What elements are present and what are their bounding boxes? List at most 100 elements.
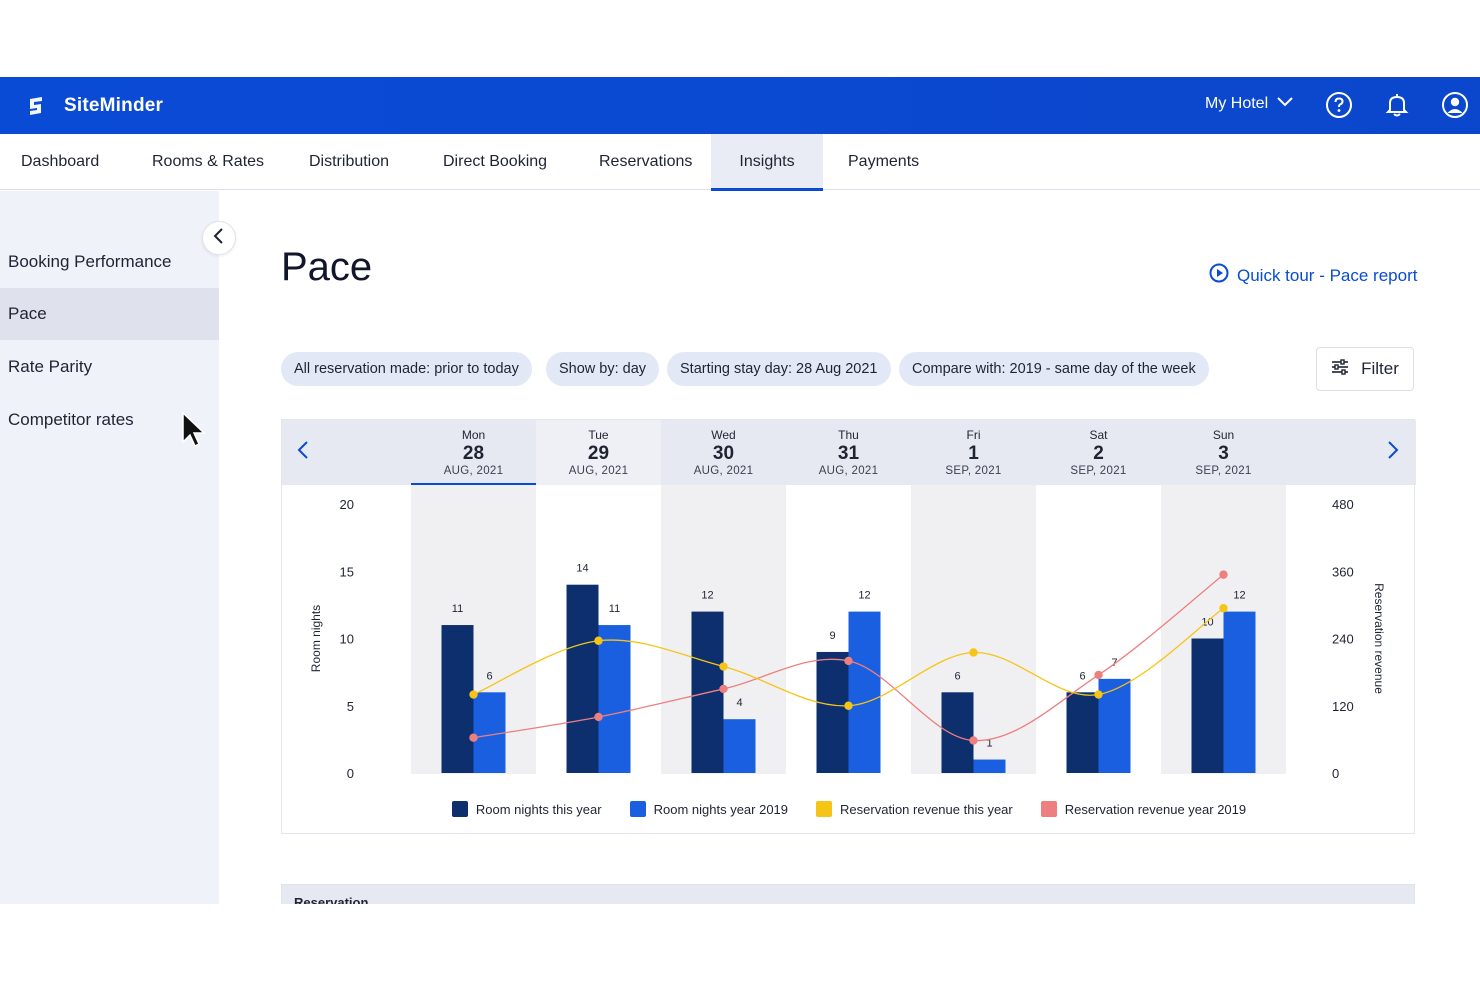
quick-tour-link[interactable]: Quick tour - Pace report <box>1209 263 1417 288</box>
play-circle-icon <box>1209 263 1229 288</box>
sidebar-item-booking-performance[interactable]: Booking Performance <box>8 252 172 271</box>
chevron-down-icon <box>1276 95 1294 113</box>
collapse-sidebar-button[interactable] <box>202 221 236 255</box>
date-column-0[interactable]: Mon 28 AUG, 2021 <box>411 420 536 485</box>
bar-value-label: 12 <box>858 590 870 602</box>
bar-room-nights-2019 <box>973 759 1006 773</box>
pace-chart: 0 5 10 15 20 0 120 240 360 480 Room nights Reservat… <box>309 485 1386 781</box>
bar-value-label: 6 <box>486 670 492 682</box>
tab-distribution[interactable]: Distribution <box>309 153 390 170</box>
filter-label: Filter <box>1361 359 1399 378</box>
filter-chip-show-by[interactable]: Show by: day <box>546 352 660 386</box>
top-bar: SiteMinder My Hotel <box>0 77 1480 134</box>
point-revenue-2019 <box>719 684 728 694</box>
tab-rooms-rates[interactable]: Rooms & Rates <box>152 153 265 170</box>
reservation-table-header: Reservation <box>281 884 1415 904</box>
sidebar-item-rate-parity[interactable]: Rate Parity <box>8 357 93 376</box>
bar-value-label: 11 <box>609 603 620 615</box>
chevron-left-icon <box>297 440 309 465</box>
mouse-pointer-icon <box>182 411 208 453</box>
date-column-6[interactable]: Sun 3 SEP, 2021 <box>1161 420 1286 485</box>
date-day-number: 31 <box>837 443 860 464</box>
point-revenue-this-year <box>719 662 728 671</box>
bar-value-label: 6 <box>954 670 960 682</box>
y2-axis-tick: 480 <box>1332 497 1354 512</box>
point-revenue-2019 <box>844 656 853 666</box>
date-day-of-week: Wed <box>711 428 736 442</box>
point-revenue-2019 <box>1219 570 1228 579</box>
sidebar-item-pace[interactable]: Pace <box>0 288 219 340</box>
tab-insights[interactable]: Insights <box>711 134 823 191</box>
tab-dashboard[interactable]: Dashboard <box>21 153 100 170</box>
legend-item-room-nights-this-year[interactable]: Room nights this year <box>451 801 602 817</box>
bar-room-nights-2019 <box>1223 611 1256 773</box>
filter-chip-reservation-made[interactable]: All reservation made: prior to today <box>281 352 532 386</box>
main-nav: Dashboard Rooms & Rates Distribution Dir… <box>0 134 1480 191</box>
date-day-number: 1 <box>968 443 979 464</box>
legend-label: Room nights year 2019 <box>653 801 789 817</box>
y2-axis-tick: 360 <box>1332 564 1354 579</box>
tab-reservations[interactable]: Reservations <box>599 153 693 170</box>
y2-axis-tick: 120 <box>1332 699 1354 714</box>
legend-item-room-nights-2019[interactable]: Room nights year 2019 <box>629 801 789 817</box>
pace-chart-panel: Mon 28 AUG, 2021 Tue 29 AUG, 2021 Wed 30… <box>281 419 1416 834</box>
date-month-year: AUG, 2021 <box>443 465 504 477</box>
hotel-selector[interactable]: My Hotel <box>1205 95 1294 113</box>
date-column-5[interactable]: Sat 2 SEP, 2021 <box>1036 420 1161 485</box>
bar-value-label: 6 <box>1079 670 1085 682</box>
page-title: Pace <box>281 245 373 289</box>
date-day-of-week: Tue <box>588 428 609 442</box>
bar-room-nights-this-year <box>1191 638 1224 773</box>
filter-button[interactable]: Filter <box>1316 347 1414 391</box>
bar-value-label: 10 <box>1201 617 1213 629</box>
bar-value-label: 12 <box>1233 590 1245 602</box>
filter-chip-starting-stay-day[interactable]: Starting stay day: 28 Aug 2021 <box>667 352 891 386</box>
chevron-right-icon <box>1387 440 1399 465</box>
date-day-number: 30 <box>712 443 735 464</box>
date-month-year: SEP, 2021 <box>1070 465 1127 477</box>
bar-room-nights-2019 <box>1098 678 1131 773</box>
date-column-3[interactable]: Thu 31 AUG, 2021 <box>786 420 911 485</box>
next-week-button[interactable] <box>1381 440 1405 464</box>
sidebar: Booking Performance Pace Rate Parity Com… <box>0 191 219 904</box>
point-revenue-this-year <box>1094 690 1103 699</box>
brand[interactable]: SiteMinder <box>22 92 163 120</box>
tab-direct-booking[interactable]: Direct Booking <box>443 153 548 170</box>
legend-label: Room nights this year <box>475 801 602 817</box>
date-day-of-week: Mon <box>461 428 486 442</box>
sidebar-item-competitor-rates[interactable]: Competitor rates <box>8 410 134 429</box>
bar-room-nights-this-year <box>441 625 474 773</box>
siteminder-logo-icon <box>22 92 50 120</box>
date-column-4[interactable]: Fri 1 SEP, 2021 <box>911 420 1036 485</box>
date-day-number: 3 <box>1218 443 1229 464</box>
date-column-1[interactable]: Tue 29 AUG, 2021 <box>536 420 661 485</box>
legend-item-revenue-2019[interactable]: Reservation revenue year 2019 <box>1040 801 1247 817</box>
legend-label: Reservation revenue year 2019 <box>1064 801 1247 817</box>
bar-value-label: 12 <box>701 590 713 602</box>
y2-axis-title: Reservation revenue <box>1372 583 1386 694</box>
point-revenue-this-year <box>969 648 978 657</box>
point-revenue-2019 <box>1094 670 1103 680</box>
date-column-2[interactable]: Wed 30 AUG, 2021 <box>661 420 786 485</box>
previous-week-button[interactable] <box>291 440 315 464</box>
tab-payments[interactable]: Payments <box>848 153 920 170</box>
date-month-year: AUG, 2021 <box>568 465 629 477</box>
point-revenue-this-year <box>844 701 853 710</box>
y2-axis-tick: 0 <box>1332 766 1339 781</box>
chart-legend: Room nights this year Room nights year 2… <box>282 801 1416 817</box>
bar-value-label: 9 <box>829 630 835 642</box>
hotel-name: My Hotel <box>1205 95 1269 112</box>
date-day-of-week: Thu <box>838 428 859 442</box>
legend-swatch <box>629 801 646 817</box>
date-header: Mon 28 AUG, 2021 Tue 29 AUG, 2021 Wed 30… <box>282 420 1416 485</box>
app-window: SiteMinder My Hotel <box>0 77 1480 904</box>
bell-icon[interactable] <box>1383 91 1411 119</box>
legend-item-revenue-this-year[interactable]: Reservation revenue this year <box>816 801 1013 817</box>
filter-chip-compare-with[interactable]: Compare with: 2019 - same day of the wee… <box>899 352 1209 386</box>
user-account-icon[interactable] <box>1441 91 1469 119</box>
help-icon[interactable] <box>1325 91 1353 119</box>
y-axis-tick: 0 <box>347 766 354 781</box>
bar-room-nights-2019 <box>723 719 756 773</box>
sliders-icon <box>1331 358 1349 380</box>
bar-value-label: 11 <box>452 603 463 615</box>
